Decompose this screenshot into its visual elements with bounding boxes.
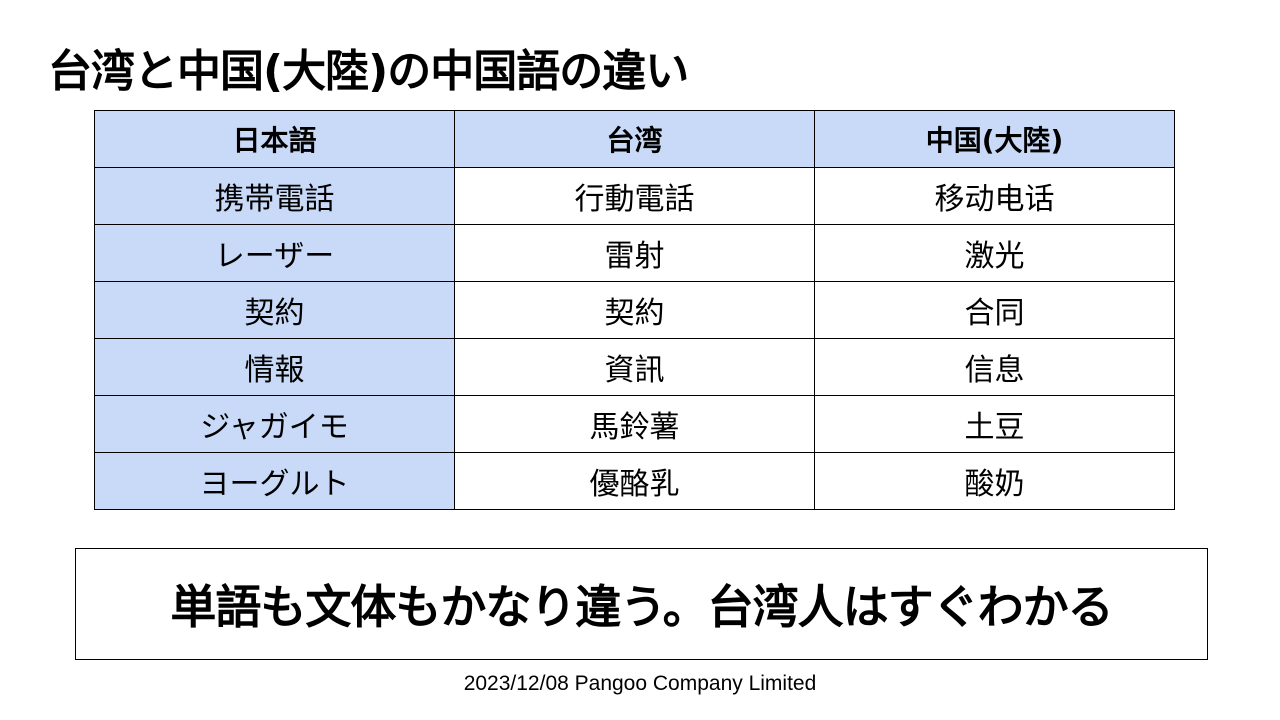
cell-china: 激光: [814, 224, 1175, 282]
cell-japanese: レーザー: [94, 224, 455, 282]
cell-taiwan: 優酪乳: [454, 452, 815, 510]
header-japanese: 日本語: [94, 110, 455, 168]
table-header-row: 日本語 台湾 中国(大陸): [94, 110, 1175, 168]
cell-china: 土豆: [814, 395, 1175, 453]
summary-box: 単語も文体もかなり違う。台湾人はすぐわかる: [75, 548, 1208, 660]
table-row: ヨーグルト 優酪乳 酸奶: [94, 452, 1175, 510]
cell-japanese: ジャガイモ: [94, 395, 455, 453]
header-china-mainland: 中国(大陸): [814, 110, 1175, 168]
cell-japanese: 契約: [94, 281, 455, 339]
cell-taiwan: 雷射: [454, 224, 815, 282]
cell-taiwan: 行動電話: [454, 167, 815, 225]
cell-china: 合同: [814, 281, 1175, 339]
cell-japanese: 携帯電話: [94, 167, 455, 225]
header-taiwan: 台湾: [454, 110, 815, 168]
cell-taiwan: 馬鈴薯: [454, 395, 815, 453]
table-row: ジャガイモ 馬鈴薯 土豆: [94, 395, 1175, 453]
cell-china: 酸奶: [814, 452, 1175, 510]
cell-japanese: 情報: [94, 338, 455, 396]
cell-china: 移动电话: [814, 167, 1175, 225]
cell-taiwan: 資訊: [454, 338, 815, 396]
summary-text: 単語も文体もかなり違う。台湾人はすぐわかる: [170, 580, 1113, 634]
footer-credit: 2023/12/08 Pangoo Company Limited: [463, 672, 817, 695]
comparison-table: 日本語 台湾 中国(大陸) 携帯電話 行動電話 移动电话 レーザー 雷射 激光 …: [94, 110, 1175, 510]
table-row: レーザー 雷射 激光: [94, 224, 1175, 282]
slide-title: 台湾と中国(大陸)の中国語の違い: [48, 46, 689, 97]
table-row: 情報 資訊 信息: [94, 338, 1175, 396]
cell-japanese: ヨーグルト: [94, 452, 455, 510]
cell-china: 信息: [814, 338, 1175, 396]
table-row: 契約 契約 合同: [94, 281, 1175, 339]
table-row: 携帯電話 行動電話 移动电话: [94, 167, 1175, 225]
cell-taiwan: 契約: [454, 281, 815, 339]
